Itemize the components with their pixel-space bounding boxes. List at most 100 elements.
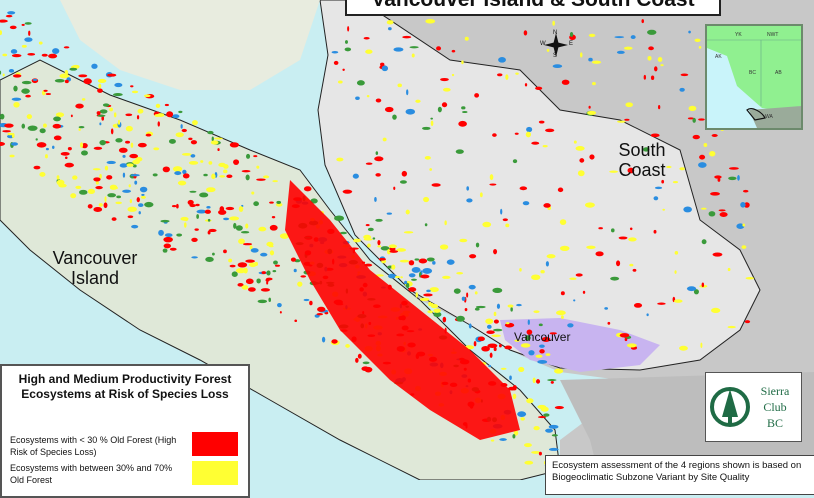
- vancouver-label: Vancouver: [514, 330, 571, 344]
- forest-patch: [610, 276, 620, 281]
- forest-patch: [249, 245, 253, 250]
- forest-patch: [527, 319, 530, 325]
- forest-patch: [662, 208, 666, 211]
- forest-patch: [433, 311, 442, 318]
- south-coast-label: South Coast: [618, 140, 666, 180]
- forest-patch: [175, 132, 184, 138]
- forest-patch: [680, 73, 689, 77]
- forest-patch: [386, 248, 391, 255]
- forest-patch: [0, 70, 2, 75]
- forest-patch: [556, 310, 566, 316]
- forest-patch: [629, 227, 633, 231]
- forest-patch: [377, 245, 382, 248]
- forest-patch: [363, 238, 373, 241]
- forest-patch: [522, 201, 530, 206]
- forest-patch: [269, 224, 278, 231]
- forest-patch: [69, 67, 78, 71]
- forest-patch: [233, 159, 240, 165]
- forest-patch: [24, 22, 32, 25]
- forest-patch: [533, 425, 540, 431]
- forest-patch: [78, 126, 85, 129]
- forest-patch: [388, 27, 392, 31]
- compass-n: N: [553, 30, 558, 36]
- forest-patch: [673, 299, 683, 303]
- forest-patch: [586, 245, 596, 250]
- forest-patch: [548, 447, 559, 451]
- forest-patch: [535, 86, 543, 91]
- forest-patch: [27, 125, 38, 131]
- forest-patch: [2, 73, 5, 77]
- forest-patch: [172, 114, 180, 119]
- forest-patch: [137, 108, 144, 114]
- inset-label-ab: AB: [775, 70, 782, 76]
- forest-patch: [560, 315, 564, 319]
- forest-patch: [11, 97, 22, 101]
- forest-patch: [144, 201, 154, 208]
- forest-patch: [188, 160, 199, 165]
- forest-patch: [91, 63, 98, 69]
- forest-patch: [261, 271, 266, 275]
- forest-patch: [5, 14, 13, 18]
- forest-patch: [271, 216, 276, 219]
- forest-patch: [99, 109, 108, 114]
- forest-patch: [552, 20, 555, 26]
- forest-patch: [300, 275, 307, 278]
- forest-patch: [367, 227, 374, 232]
- forest-patch: [573, 299, 576, 302]
- forest-patch: [63, 46, 70, 49]
- forest-patch: [540, 270, 545, 274]
- forest-patch: [4, 123, 14, 128]
- forest-patch: [575, 145, 585, 151]
- forest-patch: [402, 35, 412, 39]
- forest-patch: [537, 359, 548, 364]
- forest-patch: [491, 334, 501, 338]
- map[interactable]: [0, 0, 814, 480]
- forest-patch: [399, 180, 407, 184]
- forest-patch: [164, 233, 173, 238]
- forest-patch: [719, 212, 728, 217]
- forest-patch: [474, 93, 480, 98]
- forest-patch: [268, 297, 272, 303]
- forest-patch: [237, 283, 244, 287]
- forest-patch: [64, 156, 68, 159]
- forest-patch: [33, 165, 41, 170]
- forest-patch: [32, 78, 38, 81]
- forest-patch: [666, 165, 672, 169]
- forest-patch: [246, 153, 251, 159]
- forest-patch: [294, 319, 298, 323]
- forest-patch: [517, 411, 527, 418]
- forest-patch: [211, 136, 214, 142]
- forest-patch: [364, 366, 373, 373]
- high-risk-core: [285, 180, 520, 440]
- forest-patch: [163, 236, 173, 243]
- forest-patch: [154, 113, 161, 117]
- forest-patch: [414, 258, 420, 261]
- forest-patch: [546, 48, 550, 52]
- forest-patch: [514, 132, 519, 135]
- forest-patch: [579, 52, 583, 58]
- forest-patch: [616, 50, 625, 54]
- forest-patch: [115, 201, 122, 205]
- forest-patch: [118, 147, 128, 153]
- forest-patch: [275, 202, 283, 207]
- forest-patch: [245, 278, 254, 285]
- forest-patch: [13, 101, 20, 108]
- sierra-club-bc-logo: Sierra Club BC: [705, 372, 802, 442]
- forest-patch: [28, 30, 31, 36]
- forest-patch: [116, 195, 122, 199]
- forest-patch: [223, 249, 227, 254]
- forest-patch: [64, 79, 69, 84]
- forest-patch: [436, 46, 442, 51]
- forest-patch: [98, 83, 102, 89]
- forest-patch: [550, 381, 554, 384]
- forest-patch: [101, 115, 105, 121]
- forest-patch: [321, 336, 326, 343]
- forest-patch: [363, 37, 370, 40]
- forest-patch: [250, 248, 259, 253]
- forest-patch: [226, 174, 233, 179]
- forest-patch: [559, 245, 570, 251]
- forest-patch: [509, 375, 512, 381]
- forest-patch: [130, 142, 134, 148]
- forest-patch: [526, 126, 533, 133]
- forest-patch: [422, 267, 433, 274]
